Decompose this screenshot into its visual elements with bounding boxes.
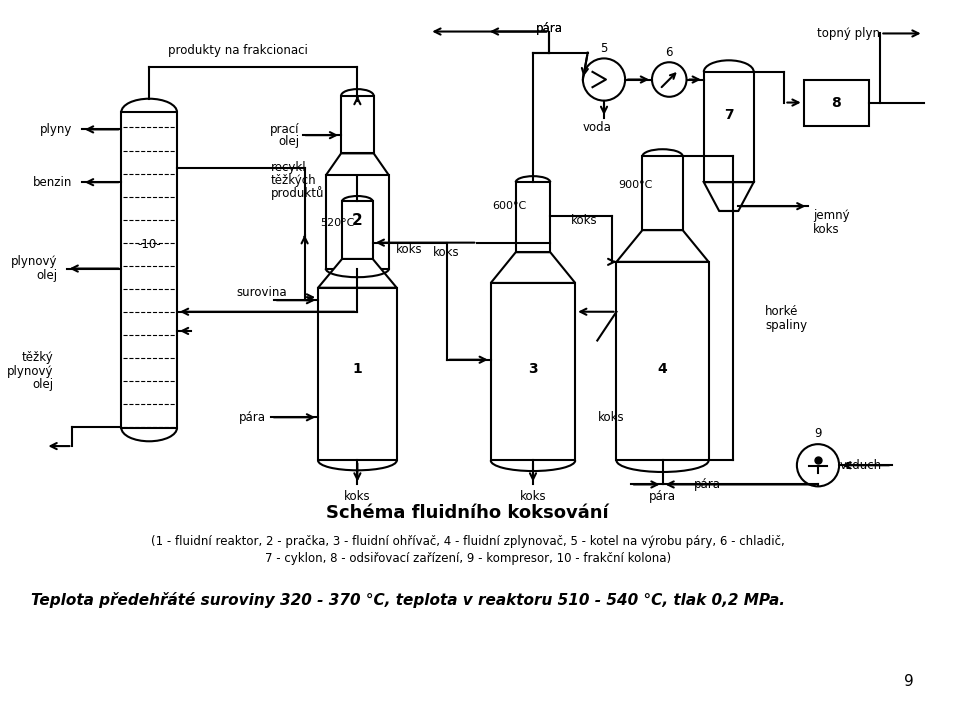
Bar	[341, 96, 373, 153]
Bar	[121, 112, 177, 428]
Text: produkty na frakcionaci: produkty na frakcionaci	[167, 44, 307, 57]
Polygon shape	[616, 230, 708, 262]
Text: 8: 8	[831, 95, 841, 109]
Bar	[342, 201, 372, 259]
Text: těžkých: těžkých	[271, 174, 317, 187]
Text: recykl: recykl	[271, 161, 306, 174]
Circle shape	[583, 59, 625, 101]
Text: koks: koks	[519, 491, 546, 503]
Bar	[516, 182, 550, 252]
Text: jemný: jemný	[813, 209, 850, 222]
Text: plynový: plynový	[11, 256, 57, 268]
Text: produktů: produktů	[271, 186, 324, 200]
Text: spaliny: spaliny	[765, 318, 807, 332]
Text: 9: 9	[904, 674, 914, 688]
Text: pára: pára	[239, 411, 266, 424]
Text: benzin: benzin	[33, 176, 72, 189]
Text: topný plyn: topný plyn	[817, 27, 880, 40]
Text: pára: pára	[536, 22, 563, 35]
Text: koks: koks	[396, 243, 422, 256]
Text: vzduch: vzduch	[840, 459, 882, 472]
Text: koks: koks	[813, 222, 840, 236]
Text: olej: olej	[32, 378, 53, 391]
Text: těžký: těžký	[21, 352, 53, 364]
Text: -10-: -10-	[137, 238, 161, 251]
Text: koks: koks	[598, 411, 625, 424]
Polygon shape	[704, 182, 754, 211]
Circle shape	[652, 62, 686, 97]
Text: 4: 4	[658, 362, 667, 376]
Text: 5: 5	[600, 42, 608, 55]
Polygon shape	[318, 259, 396, 288]
Text: 7: 7	[724, 108, 733, 122]
Text: Schéma fluidního koksování: Schéma fluidního koksování	[326, 504, 609, 522]
Bar	[318, 288, 396, 460]
Bar	[491, 283, 575, 460]
Text: koks: koks	[344, 491, 371, 503]
Bar	[325, 176, 389, 268]
Text: 3: 3	[528, 362, 538, 376]
Text: 1: 1	[352, 362, 362, 376]
Text: olej: olej	[278, 136, 300, 148]
Text: koks: koks	[433, 246, 460, 258]
Text: pára: pára	[536, 22, 563, 35]
Text: (1 - fluidní reaktor, 2 - pračka, 3 - fluidní ohřívač, 4 - fluidní zplynovač, 5 : (1 - fluidní reaktor, 2 - pračka, 3 - fl…	[151, 534, 784, 548]
Text: voda: voda	[583, 121, 612, 134]
Text: 900°C: 900°C	[618, 180, 653, 190]
Text: olej: olej	[36, 269, 57, 282]
Text: horké: horké	[765, 305, 799, 318]
Text: 520°C: 520°C	[320, 218, 354, 229]
Text: prací: prací	[271, 123, 300, 136]
Text: pára: pára	[694, 478, 721, 491]
Text: plyny: plyny	[40, 123, 72, 136]
Text: 600°C: 600°C	[492, 201, 527, 211]
Circle shape	[797, 444, 839, 486]
Text: Teplota předehřáté suroviny 320 - 370 °C, teplota v reaktoru 510 - 540 °C, tlak : Teplota předehřáté suroviny 320 - 370 °C…	[31, 592, 785, 608]
Text: plynový: plynový	[7, 365, 53, 378]
Bar	[804, 80, 869, 126]
Text: 9: 9	[814, 427, 822, 440]
Text: 6: 6	[665, 46, 673, 59]
Polygon shape	[491, 252, 575, 283]
Polygon shape	[325, 153, 389, 176]
Text: surovina: surovina	[236, 286, 287, 299]
Bar	[642, 156, 683, 230]
Text: koks: koks	[570, 214, 597, 227]
Text: pára: pára	[649, 491, 676, 503]
Bar	[616, 262, 708, 460]
Text: 7 - cyklon, 8 - odsiřovací zařízení, 9 - kompresor, 10 - frakční kolona): 7 - cyklon, 8 - odsiřovací zařízení, 9 -…	[265, 552, 671, 565]
Text: 2: 2	[352, 213, 363, 228]
Bar	[704, 72, 754, 182]
